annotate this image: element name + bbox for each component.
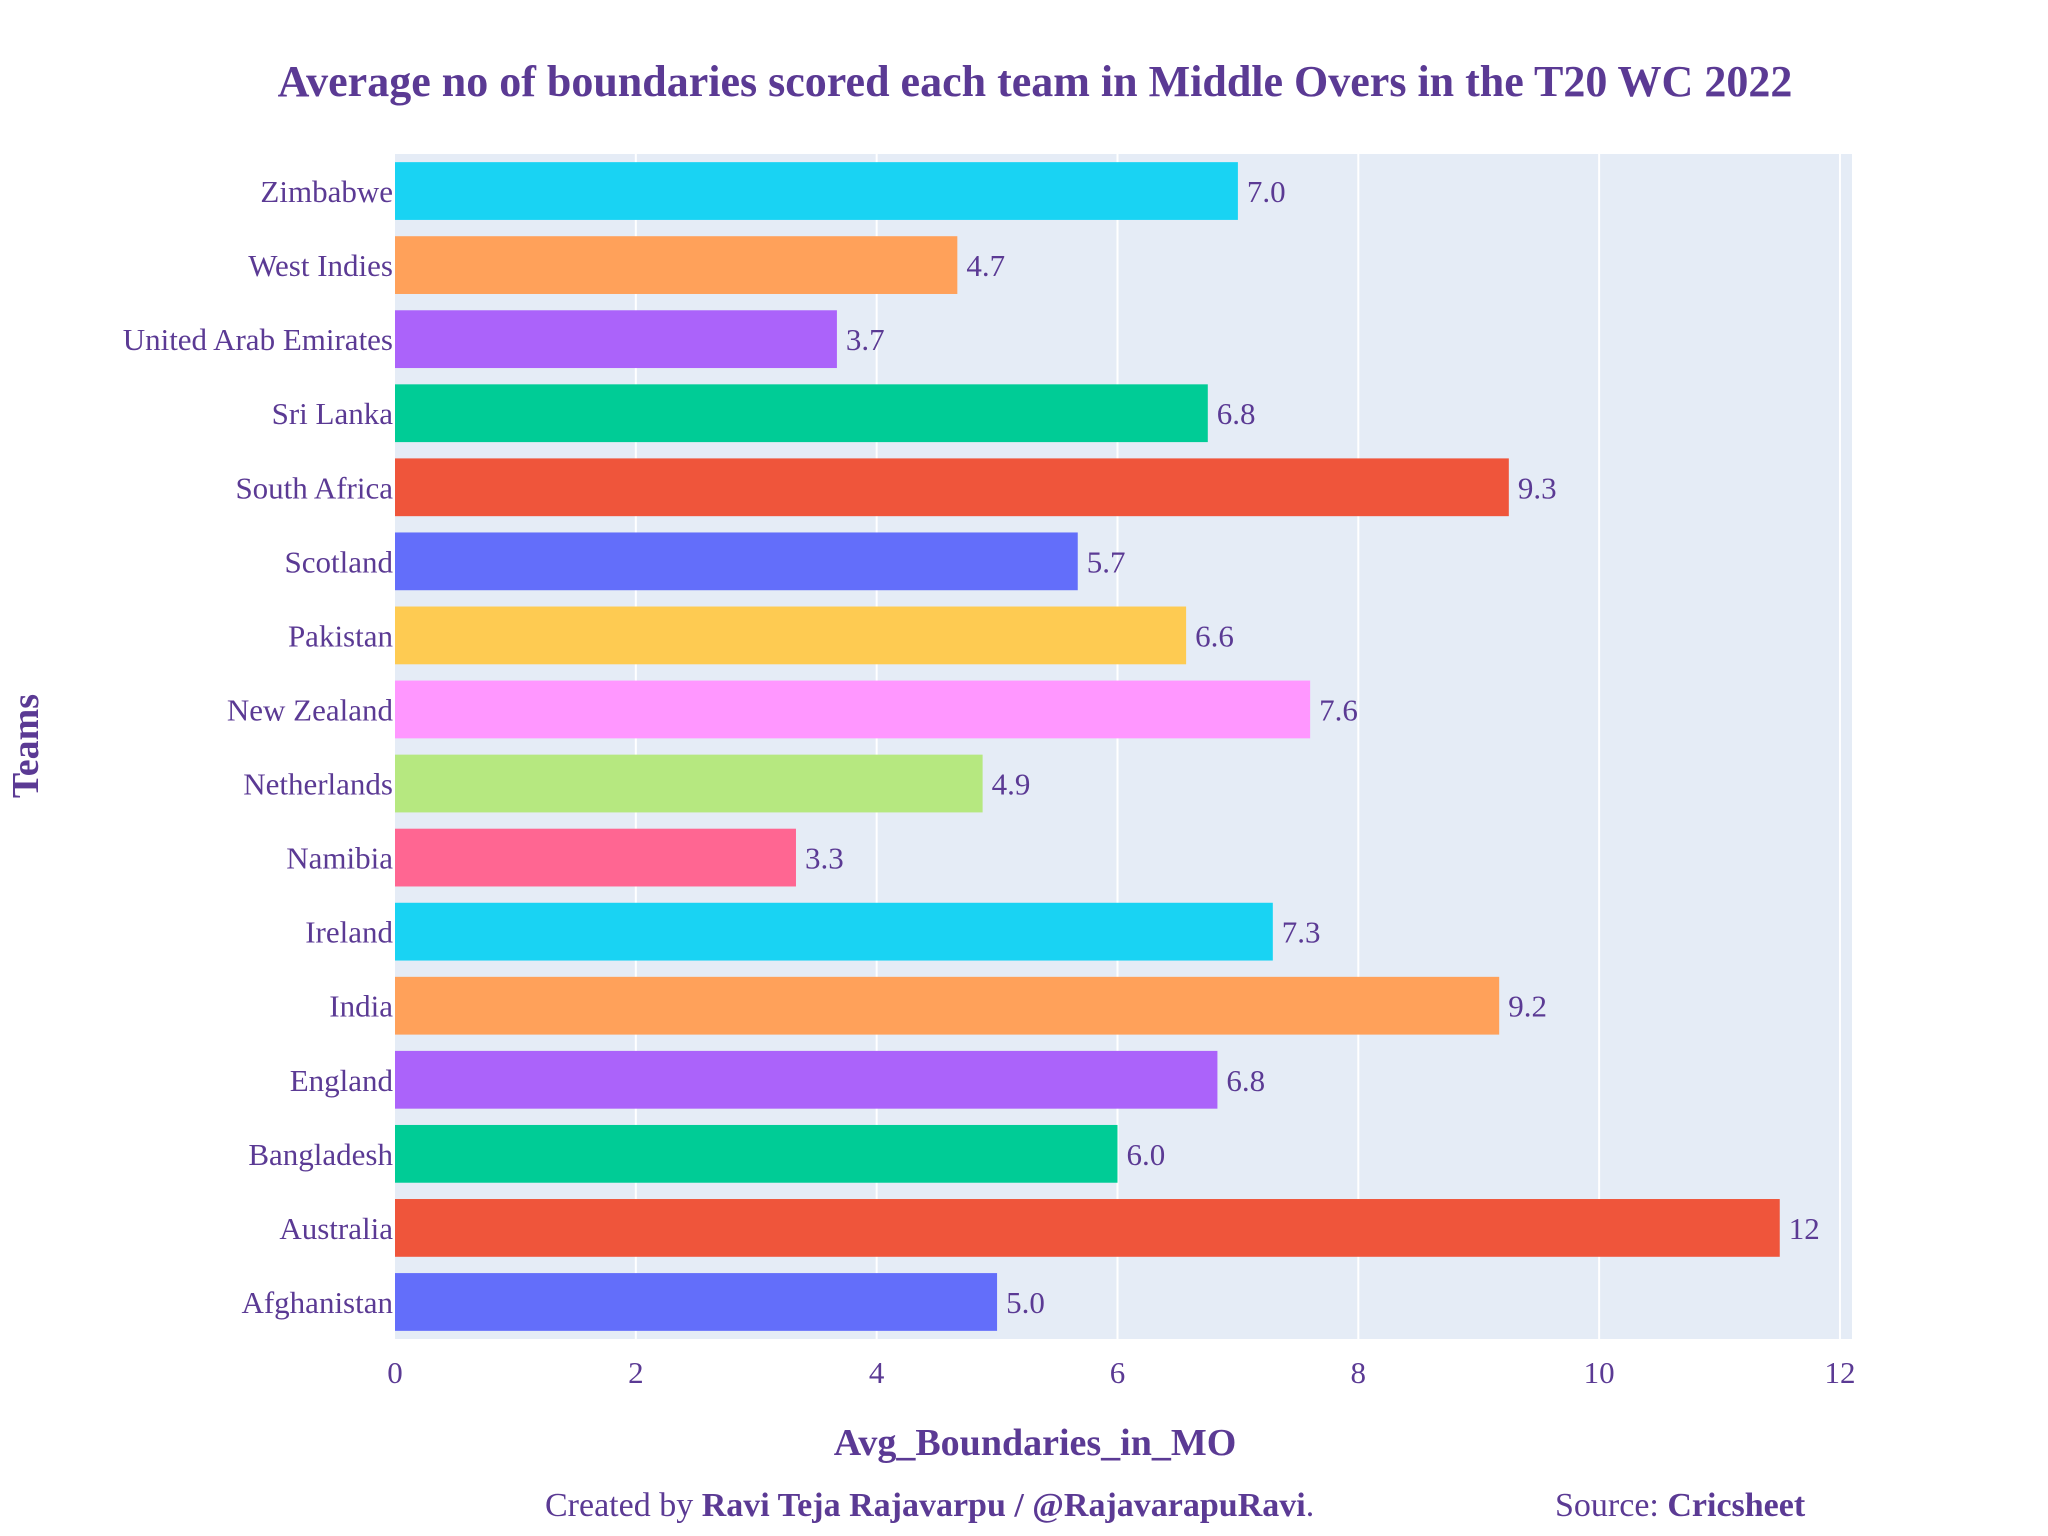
category-labels: Afghanistan Australia Bangladesh England Ind… bbox=[123, 174, 394, 1320]
category-label: India bbox=[329, 989, 393, 1024]
y-axis-title: Teams bbox=[5, 694, 47, 798]
data-label: 3.3 bbox=[805, 841, 844, 876]
credit-line: Created by Ravi Teja Rajavarpu / @Rajava… bbox=[545, 1487, 1314, 1524]
data-label: 6.8 bbox=[1217, 396, 1256, 431]
data-labels: 5.0 12 6.0 6.8 9.2 7.3 3.3 4.9 7.6 6.6 5.7 9.3 6.8 3.… bbox=[805, 174, 1820, 1320]
chart-title: Average no of boundaries scored each tea… bbox=[278, 57, 1793, 106]
bar bbox=[395, 1050, 1218, 1109]
category-label: Ireland bbox=[305, 915, 393, 950]
x-tick-label: 4 bbox=[869, 1355, 885, 1390]
bar bbox=[395, 458, 1509, 517]
bar bbox=[395, 828, 796, 887]
credit-prefix: Created by bbox=[545, 1487, 702, 1524]
category-label: Namibia bbox=[286, 841, 393, 876]
data-label: 5.7 bbox=[1087, 544, 1126, 579]
data-label: 12 bbox=[1789, 1211, 1820, 1246]
data-label: 6.0 bbox=[1126, 1137, 1165, 1172]
data-label: 7.3 bbox=[1282, 915, 1321, 950]
bar bbox=[395, 236, 958, 294]
category-label: South Africa bbox=[235, 470, 393, 505]
x-tick-label: 10 bbox=[1584, 1355, 1615, 1390]
data-label: 4.9 bbox=[992, 767, 1031, 802]
bar bbox=[395, 606, 1187, 665]
x-axis-title: Avg_Boundaries_in_MO bbox=[834, 1422, 1237, 1464]
category-label: New Zealand bbox=[227, 692, 394, 727]
data-label: 6.6 bbox=[1195, 618, 1234, 653]
data-label: 7.0 bbox=[1247, 174, 1286, 209]
x-tick-label: 6 bbox=[1110, 1355, 1126, 1390]
category-label: England bbox=[290, 1063, 394, 1098]
data-label: 9.2 bbox=[1508, 989, 1547, 1024]
category-label: Afghanistan bbox=[241, 1285, 393, 1320]
source-line: Source: Cricsheet bbox=[1555, 1487, 1806, 1524]
category-label: United Arab Emirates bbox=[123, 322, 393, 357]
category-label: West Indies bbox=[248, 248, 393, 283]
data-label: 7.6 bbox=[1319, 692, 1358, 727]
source-name: Cricsheet bbox=[1667, 1487, 1806, 1524]
credit-suffix: . bbox=[1306, 1487, 1315, 1524]
credit-author: Ravi Teja Rajavarpu / @RajavarapuRavi bbox=[702, 1487, 1306, 1524]
bar bbox=[395, 1273, 998, 1331]
data-label: 6.8 bbox=[1226, 1063, 1265, 1098]
x-tick-label: 12 bbox=[1824, 1355, 1855, 1390]
bar bbox=[395, 902, 1273, 961]
category-label: Australia bbox=[279, 1211, 393, 1246]
bar bbox=[395, 754, 983, 813]
x-tick-label: 2 bbox=[628, 1355, 644, 1390]
data-label: 5.0 bbox=[1006, 1285, 1045, 1320]
data-label: 4.7 bbox=[966, 248, 1005, 283]
category-label: Sri Lanka bbox=[272, 396, 394, 431]
data-label: 3.7 bbox=[846, 322, 885, 357]
source-prefix: Source: bbox=[1555, 1487, 1667, 1524]
data-label: 9.3 bbox=[1518, 470, 1557, 505]
x-tick-labels: 0 2 4 6 8 10 12 bbox=[387, 1355, 1855, 1390]
bar bbox=[395, 1199, 1780, 1257]
category-label: Netherlands bbox=[243, 767, 393, 802]
bar bbox=[395, 162, 1238, 220]
bars bbox=[395, 162, 1780, 1331]
bar bbox=[395, 1124, 1118, 1183]
bar bbox=[395, 532, 1078, 591]
category-label: Pakistan bbox=[288, 618, 394, 653]
bar bbox=[395, 384, 1208, 443]
category-label: Bangladesh bbox=[248, 1137, 393, 1172]
bar bbox=[395, 310, 837, 369]
bar bbox=[395, 976, 1500, 1035]
bar bbox=[395, 680, 1311, 739]
category-label: Zimbabwe bbox=[260, 174, 393, 209]
x-tick-label: 8 bbox=[1351, 1355, 1367, 1390]
x-tick-label: 0 bbox=[387, 1355, 403, 1390]
category-label: Scotland bbox=[285, 544, 394, 579]
